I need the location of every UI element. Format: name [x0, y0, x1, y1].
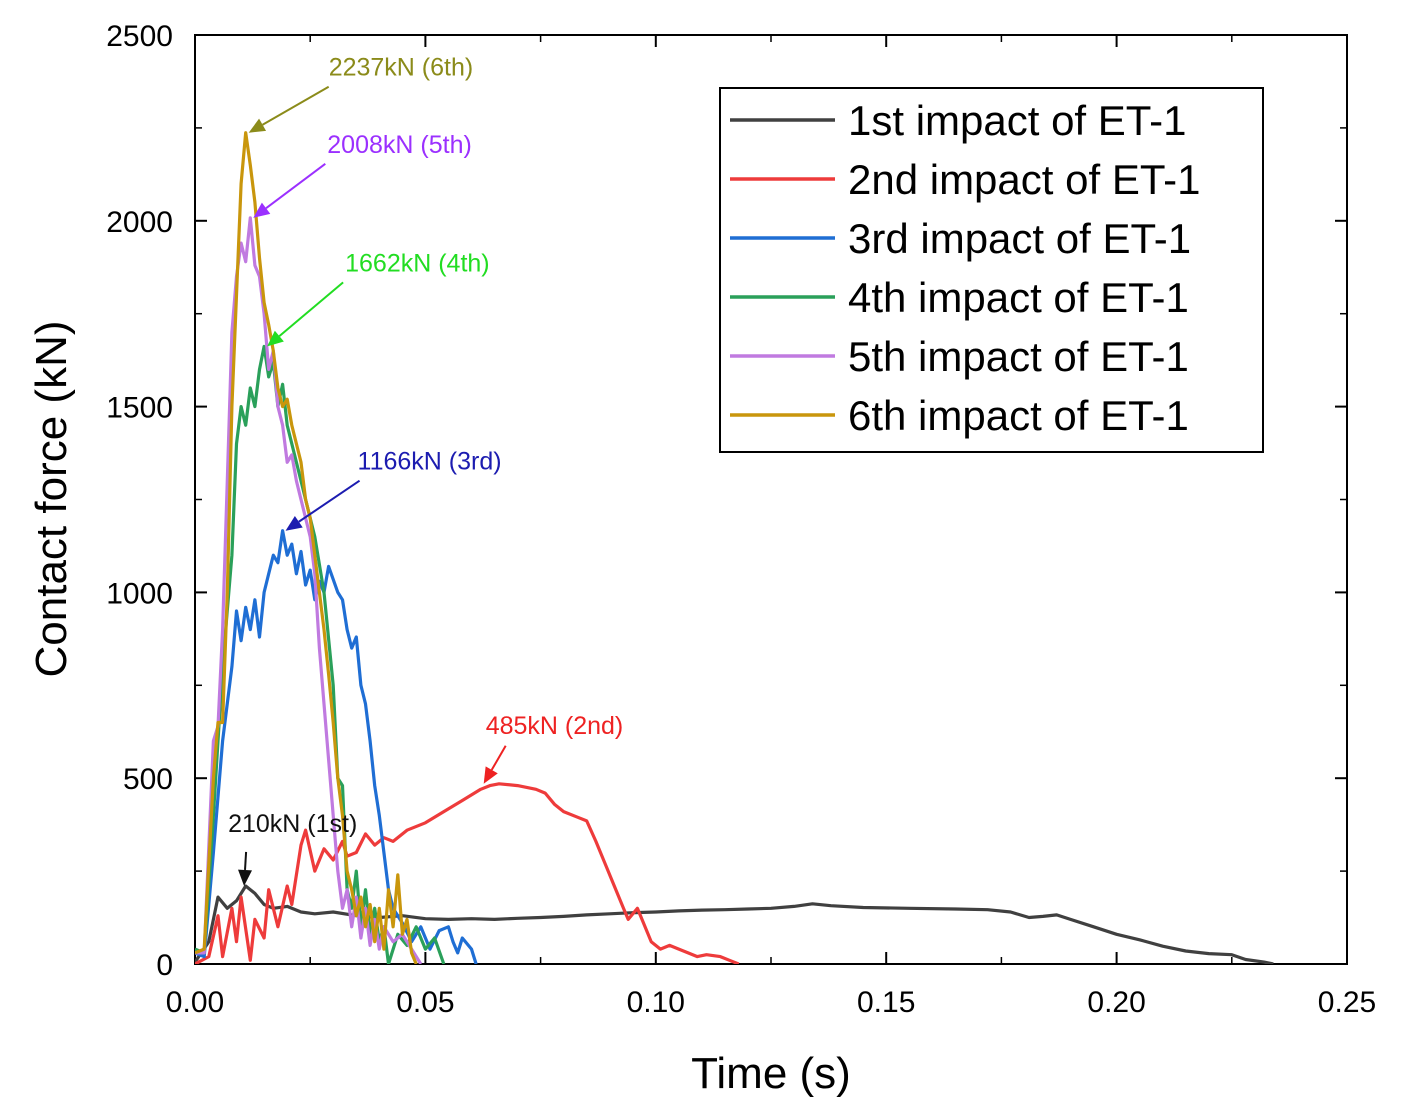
legend-label-6: 6th impact of ET-1 — [848, 392, 1189, 439]
y-tick-label: 2000 — [106, 206, 173, 239]
annotation-arrow-6 — [244, 851, 248, 871]
series-line-6 — [195, 131, 418, 964]
x-tick-label: 0.20 — [1087, 986, 1145, 1019]
series-line-3 — [195, 529, 478, 964]
legend: 1st impact of ET-1 2nd impact of ET-1 3rd … — [719, 87, 1264, 453]
annotation-arrow-5 — [490, 745, 507, 771]
annotation-label-1: 2237kN (6th) — [329, 54, 474, 82]
y-tick-label: 0 — [156, 949, 173, 982]
series-layer — [195, 131, 1274, 964]
y-tick-label: 500 — [123, 763, 173, 796]
y-tick-label: 1000 — [106, 577, 173, 610]
legend-label-5: 5th impact of ET-1 — [848, 333, 1189, 380]
legend-label-2: 2nd impact of ET-1 — [848, 156, 1201, 203]
legend-label-1: 1st impact of ET-1 — [848, 97, 1186, 144]
annotation-label-4: 1166kN (3rd) — [358, 448, 502, 476]
annotation-arrowhead-4 — [285, 515, 303, 531]
x-tick-label: 0.15 — [857, 986, 915, 1019]
annotation-arrowhead-1 — [248, 118, 267, 133]
axis-ticks: 0.00 0.05 0.10 0.15 0.20 0.25 0 500 1000 1500 2000… — [106, 20, 1376, 1019]
x-tick-label: 0.05 — [396, 986, 454, 1019]
x-tick-label: 0.25 — [1318, 986, 1376, 1019]
annotation-arrow-2 — [265, 163, 326, 210]
y-axis-title: Contact force (kN) — [27, 321, 76, 678]
annotation-arrowhead-3 — [267, 330, 284, 347]
annotation-arrow-3 — [278, 281, 344, 337]
x-tick-label: 0.00 — [166, 986, 224, 1019]
annotation-arrow-1 — [262, 85, 330, 126]
y-tick-label: 2500 — [106, 20, 173, 53]
x-tick-label: 0.10 — [627, 986, 685, 1019]
legend-label-4: 4th impact of ET-1 — [848, 274, 1189, 321]
annotation-label-6: 210kN (1st) — [228, 810, 357, 838]
annotation-arrowhead-2 — [253, 202, 271, 218]
annotation-layer: 2237kN (6th) 2008kN (5th) 1662kN (4th) 1166… — [228, 54, 623, 886]
series-line-4 — [195, 344, 446, 964]
legend-box — [719, 87, 1264, 453]
annotation-arrowhead-5 — [483, 766, 498, 784]
legend-label-3: 3rd impact of ET-1 — [848, 215, 1191, 262]
annotation-label-2: 2008kN (5th) — [327, 131, 472, 159]
y-tick-label: 1500 — [106, 392, 173, 425]
x-axis-title: Time (s) — [691, 1049, 851, 1098]
annotation-label-3: 1662kN (4th) — [345, 249, 490, 277]
annotation-arrowhead-6 — [238, 869, 253, 886]
annotation-label-5: 485kN (2nd) — [486, 712, 624, 740]
series-line-1 — [195, 884, 1274, 964]
annotation-arrow-4 — [298, 479, 361, 523]
series-line-2 — [195, 782, 740, 964]
